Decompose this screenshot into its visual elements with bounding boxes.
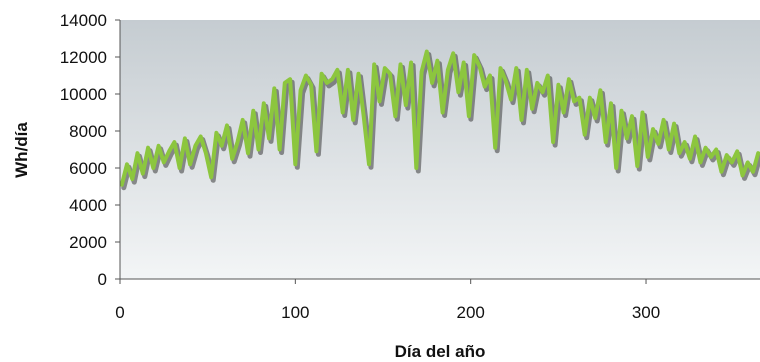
y-axis-ticks: 0 2000 4000 6000 8000 10000 12000 14000	[60, 11, 120, 289]
y-tick-label: 2000	[69, 233, 107, 252]
y-tick-label: 14000	[60, 11, 107, 30]
y-axis-title: Wh/día	[12, 122, 31, 178]
series-layer	[119, 49, 760, 191]
x-tick-label: 0	[115, 303, 124, 322]
x-tick-label: 200	[456, 303, 484, 322]
x-tick-label: 300	[632, 303, 660, 322]
x-tick-label: 100	[281, 303, 309, 322]
y-tick-label: 6000	[69, 159, 107, 178]
y-tick-label: 12000	[60, 48, 107, 67]
y-tick-label: 4000	[69, 196, 107, 215]
y-tick-label: 8000	[69, 122, 107, 141]
y-tick-label: 0	[98, 270, 107, 289]
series-line	[119, 49, 760, 187]
x-axis-title: Día del año	[395, 342, 486, 361]
x-axis-ticks: 0 100 200 300	[115, 279, 660, 322]
y-tick-label: 10000	[60, 85, 107, 104]
